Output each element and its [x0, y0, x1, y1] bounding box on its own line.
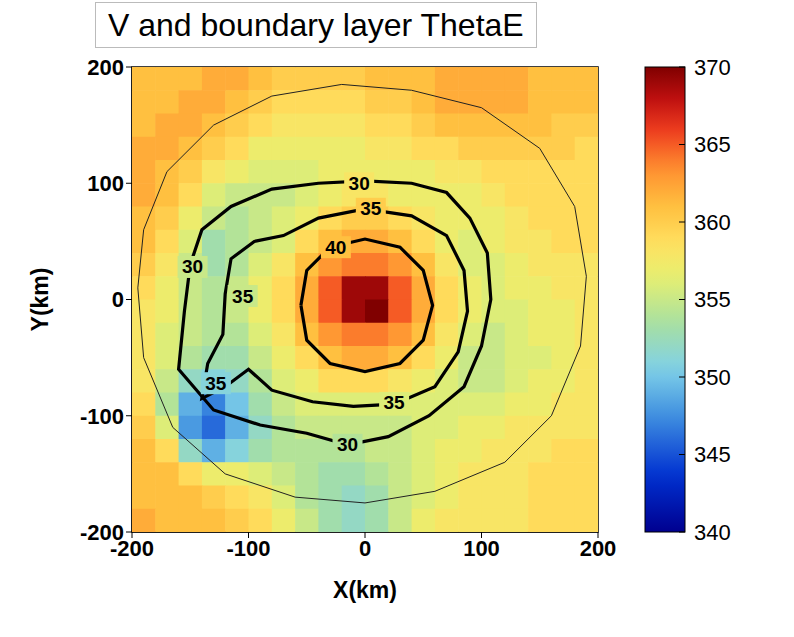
- svg-text:35: 35: [384, 392, 406, 413]
- html-text:V and boundary layer ThetaE: V and boundary layer ThetaE: [108, 7, 524, 43]
- svg-text:100: 100: [87, 171, 124, 196]
- svg-text:35: 35: [360, 198, 382, 219]
- svg-text:100: 100: [463, 536, 500, 561]
- svg-text:355: 355: [694, 287, 731, 312]
- svg-text:360: 360: [694, 210, 731, 235]
- svg-text:35: 35: [205, 373, 227, 394]
- svg-text:40: 40: [325, 237, 346, 258]
- svg-text:-100: -100: [80, 404, 124, 429]
- svg-text:200: 200: [580, 536, 617, 561]
- svg-text:X(km): X(km): [333, 577, 397, 603]
- svg-text:35: 35: [232, 286, 254, 307]
- svg-text:Y(km): Y(km): [27, 268, 53, 332]
- svg-text:365: 365: [694, 132, 731, 157]
- svg-text:30: 30: [337, 434, 358, 455]
- svg-text:-200: -200: [110, 535, 154, 561]
- svg-text:340: 340: [694, 520, 731, 545]
- svg-text:345: 345: [694, 442, 731, 467]
- svg-text:-100: -100: [226, 536, 270, 561]
- svg-text:-200: -200: [80, 520, 124, 545]
- svg-text:30: 30: [182, 256, 203, 277]
- svg-text:30: 30: [349, 173, 370, 194]
- svg-text:200: 200: [87, 55, 124, 80]
- svg-text:0: 0: [359, 536, 371, 561]
- svg-text:370: 370: [694, 55, 731, 80]
- svg-text:0: 0: [112, 287, 124, 312]
- svg-text:350: 350: [694, 365, 731, 390]
